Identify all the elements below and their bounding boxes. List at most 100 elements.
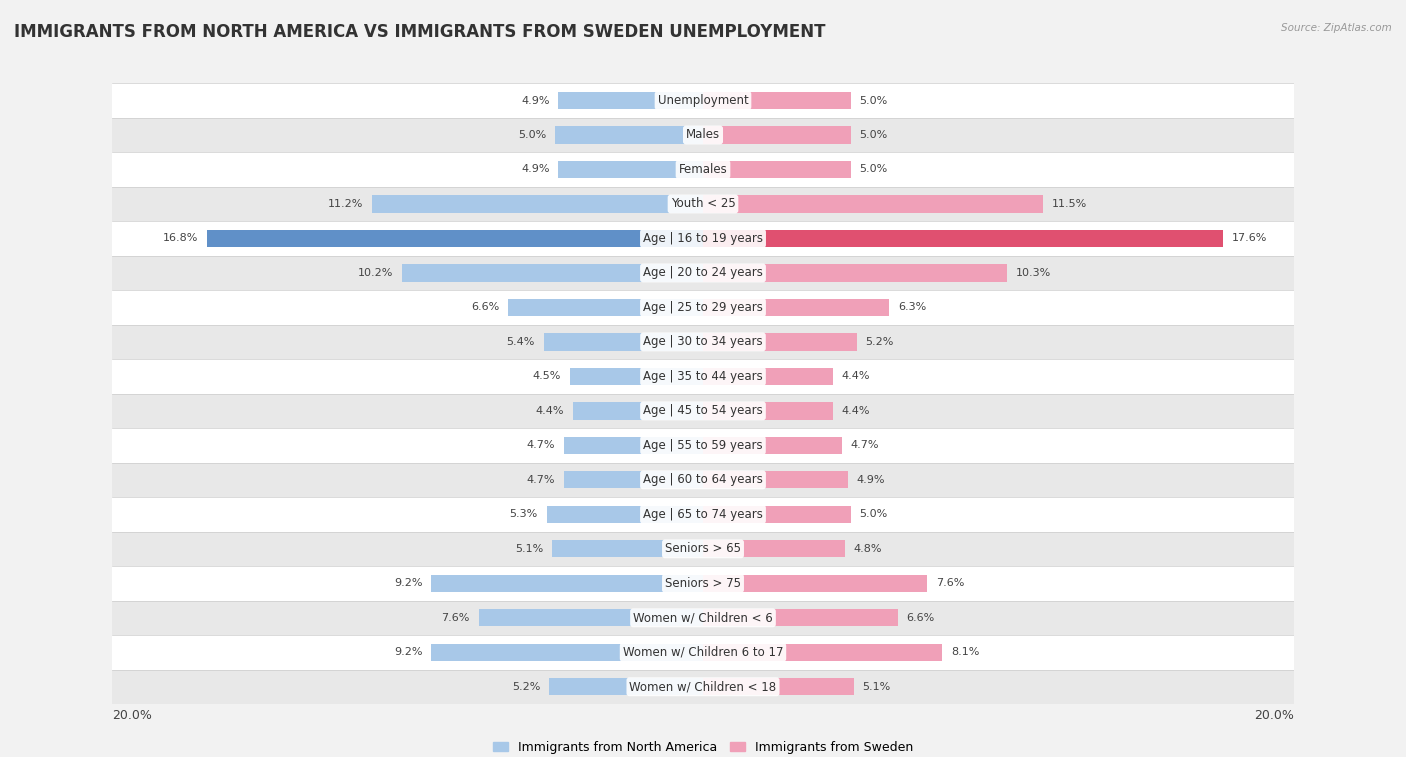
Text: Unemployment: Unemployment [658, 94, 748, 107]
Bar [558, 92, 703, 109]
Bar [207, 230, 703, 247]
Bar [373, 195, 703, 213]
Bar [432, 575, 703, 592]
Text: Age | 45 to 54 years: Age | 45 to 54 years [643, 404, 763, 417]
Text: 4.4%: 4.4% [842, 406, 870, 416]
Bar [564, 437, 703, 454]
Bar [703, 230, 1223, 247]
Text: Age | 25 to 29 years: Age | 25 to 29 years [643, 301, 763, 314]
Bar [703, 506, 851, 523]
Text: 20.0%: 20.0% [1254, 709, 1294, 722]
Text: Age | 35 to 44 years: Age | 35 to 44 years [643, 370, 763, 383]
Bar [112, 531, 1294, 566]
Bar [112, 221, 1294, 256]
Text: Seniors > 75: Seniors > 75 [665, 577, 741, 590]
Bar [703, 161, 851, 178]
Bar [703, 437, 842, 454]
Bar [703, 402, 832, 419]
Text: 17.6%: 17.6% [1232, 233, 1267, 244]
Text: 9.2%: 9.2% [394, 647, 422, 657]
Bar [112, 497, 1294, 531]
Text: 5.0%: 5.0% [519, 130, 547, 140]
Bar [547, 506, 703, 523]
Bar [553, 540, 703, 557]
Bar [703, 299, 889, 316]
Bar [112, 83, 1294, 118]
Bar [703, 678, 853, 696]
Text: 6.3%: 6.3% [898, 303, 927, 313]
Text: 11.5%: 11.5% [1052, 199, 1087, 209]
Bar [564, 471, 703, 488]
Text: 4.9%: 4.9% [522, 95, 550, 105]
Bar [112, 187, 1294, 221]
Text: 5.0%: 5.0% [859, 164, 887, 174]
Text: Age | 20 to 24 years: Age | 20 to 24 years [643, 266, 763, 279]
Bar [112, 428, 1294, 463]
Bar [432, 643, 703, 661]
Bar [508, 299, 703, 316]
Text: 16.8%: 16.8% [163, 233, 198, 244]
Text: 10.3%: 10.3% [1017, 268, 1052, 278]
Bar [571, 368, 703, 385]
Text: 5.0%: 5.0% [859, 509, 887, 519]
Text: 6.6%: 6.6% [907, 613, 935, 623]
Text: 5.1%: 5.1% [862, 682, 890, 692]
Text: IMMIGRANTS FROM NORTH AMERICA VS IMMIGRANTS FROM SWEDEN UNEMPLOYMENT: IMMIGRANTS FROM NORTH AMERICA VS IMMIGRA… [14, 23, 825, 41]
Bar [112, 600, 1294, 635]
Text: 4.5%: 4.5% [533, 372, 561, 382]
Text: 9.2%: 9.2% [394, 578, 422, 588]
Bar [112, 325, 1294, 359]
Bar [112, 463, 1294, 497]
Text: 5.1%: 5.1% [516, 544, 544, 554]
Bar [703, 609, 898, 627]
Bar [112, 669, 1294, 704]
Text: Youth < 25: Youth < 25 [671, 198, 735, 210]
Bar [112, 635, 1294, 669]
Text: Females: Females [679, 163, 727, 176]
Text: 8.1%: 8.1% [950, 647, 980, 657]
Text: Seniors > 65: Seniors > 65 [665, 542, 741, 556]
Text: 5.0%: 5.0% [859, 130, 887, 140]
Text: Age | 60 to 64 years: Age | 60 to 64 years [643, 473, 763, 486]
Bar [703, 126, 851, 144]
Bar [112, 394, 1294, 428]
Bar [112, 256, 1294, 290]
Text: Source: ZipAtlas.com: Source: ZipAtlas.com [1281, 23, 1392, 33]
Bar [703, 471, 848, 488]
Bar [703, 368, 832, 385]
Bar [558, 161, 703, 178]
Text: 4.4%: 4.4% [842, 372, 870, 382]
Bar [112, 118, 1294, 152]
Bar [703, 92, 851, 109]
Bar [112, 152, 1294, 187]
Bar [478, 609, 703, 627]
Text: 4.9%: 4.9% [856, 475, 884, 484]
Bar [544, 333, 703, 350]
Bar [112, 290, 1294, 325]
Text: 20.0%: 20.0% [112, 709, 152, 722]
Text: Age | 65 to 74 years: Age | 65 to 74 years [643, 508, 763, 521]
Text: Women w/ Children < 18: Women w/ Children < 18 [630, 681, 776, 693]
Text: Age | 55 to 59 years: Age | 55 to 59 years [643, 439, 763, 452]
Text: 4.7%: 4.7% [851, 441, 879, 450]
Text: 5.4%: 5.4% [506, 337, 534, 347]
Bar [574, 402, 703, 419]
Text: 7.6%: 7.6% [936, 578, 965, 588]
Text: 5.0%: 5.0% [859, 95, 887, 105]
Bar [703, 575, 928, 592]
Bar [703, 195, 1043, 213]
Text: 5.2%: 5.2% [512, 682, 540, 692]
Bar [703, 643, 942, 661]
Text: 4.7%: 4.7% [527, 441, 555, 450]
Bar [112, 359, 1294, 394]
Text: 5.3%: 5.3% [509, 509, 537, 519]
Text: 4.8%: 4.8% [853, 544, 882, 554]
Text: 7.6%: 7.6% [441, 613, 470, 623]
Text: Women w/ Children 6 to 17: Women w/ Children 6 to 17 [623, 646, 783, 659]
Bar [112, 566, 1294, 600]
Text: Males: Males [686, 129, 720, 142]
Text: Women w/ Children < 6: Women w/ Children < 6 [633, 612, 773, 625]
Bar [703, 333, 856, 350]
Bar [402, 264, 703, 282]
Bar [550, 678, 703, 696]
